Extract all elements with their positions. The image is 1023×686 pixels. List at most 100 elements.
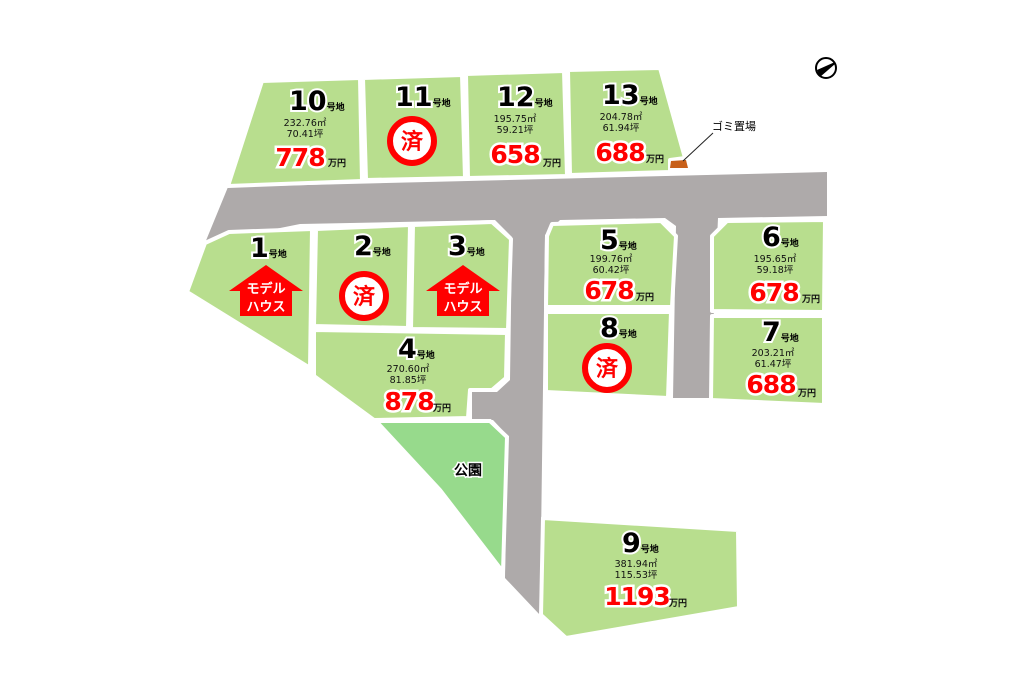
lot-number: 7 — [762, 317, 781, 348]
lot-suffix: 号地 — [433, 97, 451, 109]
lot-parcel[interactable] — [544, 219, 678, 309]
lot-suffix: 号地 — [269, 248, 287, 260]
sold-badge: 済 — [582, 343, 632, 393]
lot-price: 678 — [749, 278, 798, 307]
north-arrow-icon — [815, 57, 837, 79]
lot-suffix: 号地 — [417, 349, 435, 361]
price-unit: 万円 — [432, 403, 451, 414]
garbage-station-label: ゴミ置場 — [712, 119, 756, 133]
lot-number: 11 — [395, 82, 433, 113]
lot-number: 12 — [497, 82, 535, 113]
model-house-text: モデル — [246, 281, 285, 297]
lot-suffix: 号地 — [467, 246, 485, 258]
lot-parcel[interactable] — [709, 314, 826, 407]
sold-text: 済 — [401, 129, 424, 155]
lot-suffix: 号地 — [781, 332, 799, 344]
price-unit: 万円 — [542, 158, 561, 169]
lot-number-label: 7号地 — [762, 317, 799, 348]
sold-text: 済 — [596, 356, 619, 382]
lot-number-label: 8号地 — [600, 313, 637, 344]
lot-number: 13 — [602, 80, 640, 111]
lot-parcel[interactable] — [566, 66, 687, 177]
lot-area-tsubo: 61.94坪 — [603, 122, 640, 134]
lot-number-label: 12号地 — [497, 82, 553, 113]
lot-suffix: 号地 — [535, 97, 553, 109]
lot-area-tsubo: 59.18坪 — [757, 264, 794, 276]
lot-suffix: 号地 — [327, 101, 345, 113]
lot-number: 4 — [398, 334, 417, 365]
lot-number: 2 — [354, 231, 373, 262]
lot-price: 778 — [275, 143, 324, 172]
lot-price: 688 — [746, 370, 795, 399]
lot-number-label: 9号地 — [622, 528, 659, 559]
lot-number-label: 11号地 — [395, 82, 451, 113]
lot-area-tsubo: 81.85坪 — [390, 374, 427, 386]
lot-suffix: 号地 — [781, 237, 799, 249]
lot-parcel[interactable] — [539, 516, 741, 640]
lot-parcel[interactable] — [710, 218, 827, 314]
lot-area-tsubo: 60.42坪 — [593, 264, 630, 276]
lot-price: 878 — [384, 387, 433, 416]
price-unit: 万円 — [668, 598, 687, 609]
lot-area-tsubo: 61.47坪 — [755, 358, 792, 370]
garbage-station-marker — [670, 160, 688, 168]
lot-number: 3 — [448, 231, 467, 262]
lot-area-sqm: 232.76㎡ — [284, 118, 327, 129]
lot-area-sqm: 195.65㎡ — [754, 254, 797, 265]
lot-parcel[interactable] — [464, 69, 569, 180]
lot-number-label: 13号地 — [602, 80, 658, 111]
lot-area-sqm: 195.75㎡ — [494, 114, 537, 125]
up-arrow-icon — [229, 265, 303, 316]
lot-suffix: 号地 — [641, 543, 659, 555]
lot-number-label: 4号地 — [398, 334, 435, 365]
lot-suffix: 号地 — [619, 328, 637, 340]
lot-number: 8 — [600, 313, 619, 344]
model-house-text: モデル — [443, 281, 482, 297]
lot-area-tsubo: 59.21坪 — [497, 124, 534, 136]
park-area — [371, 419, 510, 578]
lot-parcel[interactable] — [226, 76, 364, 188]
lot-suffix: 号地 — [640, 95, 658, 107]
price-unit: 万円 — [797, 388, 816, 399]
lot-number: 5 — [600, 225, 619, 256]
road — [205, 172, 827, 615]
lot-area-tsubo: 115.53坪 — [615, 569, 658, 581]
model-house-text: ハウス — [443, 300, 482, 315]
up-arrow-icon — [426, 265, 500, 316]
price-unit: 万円 — [645, 154, 664, 165]
lot-number-label: 5号地 — [600, 225, 637, 256]
lot-parcel[interactable] — [312, 328, 509, 422]
lot-price: 658 — [490, 140, 539, 169]
lot-number: 9 — [622, 528, 641, 559]
sold-badge: 済 — [339, 271, 389, 321]
lot-number-label: 1号地 — [250, 233, 287, 264]
lot-suffix: 号地 — [619, 240, 637, 252]
lot-number-label: 3号地 — [448, 231, 485, 262]
lot-area-tsubo: 70.41坪 — [287, 128, 324, 140]
lot-price: 678 — [584, 276, 633, 305]
lot-number: 10 — [289, 86, 327, 117]
park-label: 公園 — [454, 463, 482, 479]
sold-badge: 済 — [387, 116, 437, 166]
lot-suffix: 号地 — [373, 246, 391, 258]
lot-number: 6 — [762, 222, 781, 253]
price-unit: 万円 — [327, 158, 346, 169]
sold-text: 済 — [353, 284, 376, 310]
lot-area-sqm: 381.94㎡ — [615, 559, 658, 570]
